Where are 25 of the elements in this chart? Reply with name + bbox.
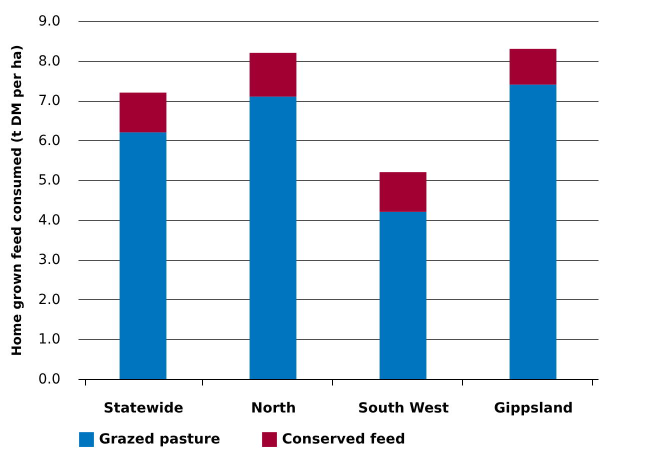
bar <box>510 48 556 85</box>
x-tick-label: North <box>251 400 296 416</box>
y-tick-label: 4.0 <box>38 212 60 228</box>
y-tick-label: 3.0 <box>38 252 60 268</box>
x-tick-label: South West <box>358 400 450 416</box>
x-tick-label: Gippsland <box>494 400 573 416</box>
y-axis-title: Home grown feed consumed (t DM per ha) <box>10 44 26 356</box>
y-tick-label: 6.0 <box>38 132 60 149</box>
y-tick-label: 9.0 <box>38 14 60 30</box>
y-tick-label: 5.0 <box>38 172 60 189</box>
bar <box>380 212 426 379</box>
x-tick-label: Statewide <box>104 400 184 416</box>
bar <box>250 52 296 97</box>
legend-label: Grazed pasture <box>99 432 220 448</box>
y-tick-label: 7.0 <box>38 93 60 110</box>
bar <box>510 84 556 379</box>
bar <box>120 132 166 379</box>
bar <box>120 92 166 132</box>
bar <box>380 172 426 212</box>
y-tick-label: 0.0 <box>38 372 60 388</box>
y-tick-label: 1.0 <box>38 332 60 348</box>
y-tick-label: 2.0 <box>38 292 60 308</box>
legend-label: Conserved feed <box>282 432 406 448</box>
bar <box>250 96 296 379</box>
y-tick-label: 8.0 <box>38 53 60 70</box>
